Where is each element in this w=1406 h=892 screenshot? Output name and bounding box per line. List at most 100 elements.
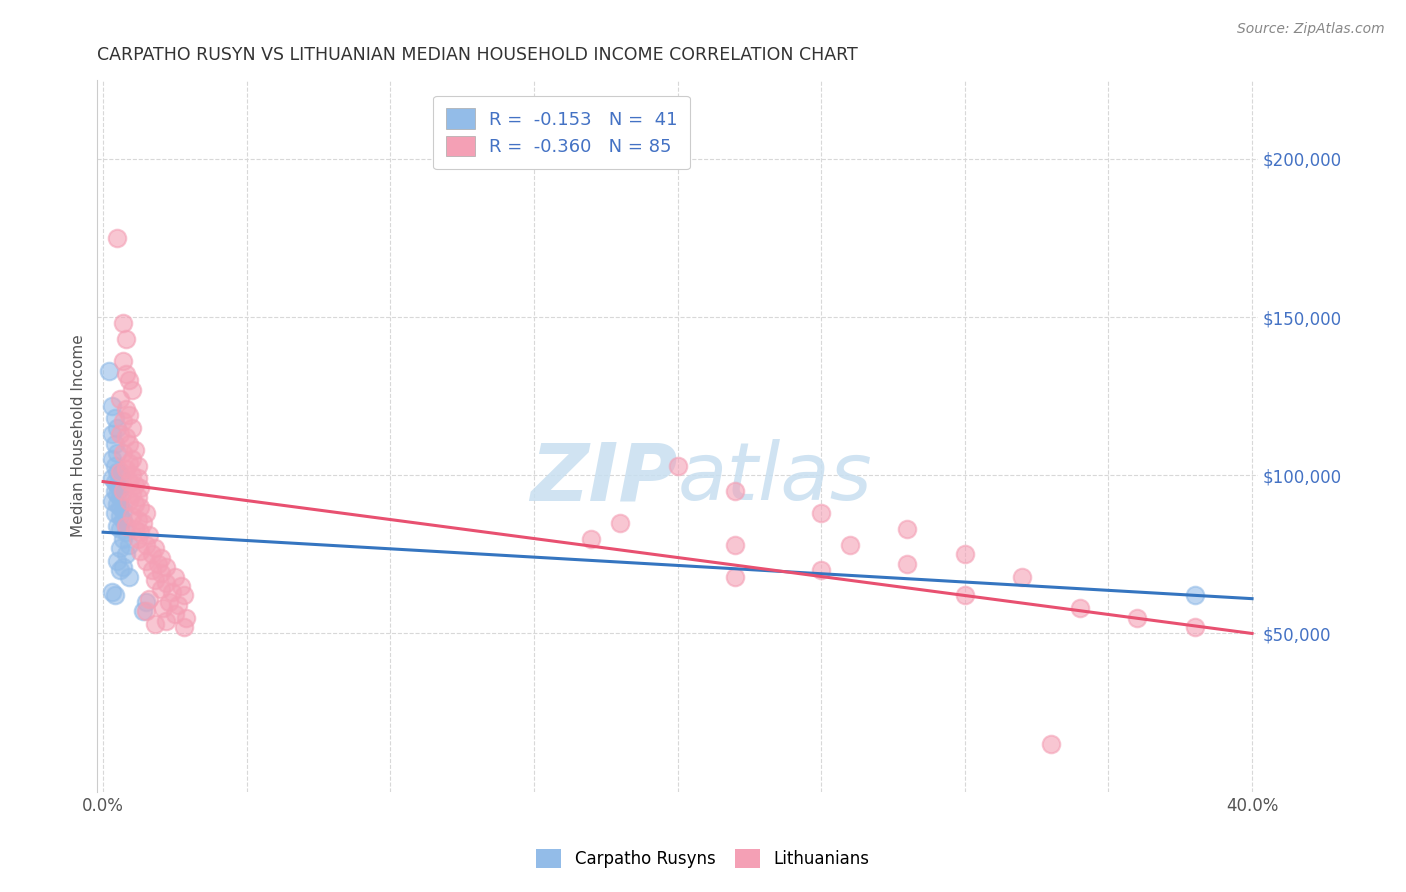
Point — [124, 442, 146, 457]
Point — [100, 452, 122, 467]
Point — [724, 484, 747, 499]
Point — [118, 569, 141, 583]
Text: CARPATHO RUSYN VS LITHUANIAN MEDIAN HOUSEHOLD INCOME CORRELATION CHART: CARPATHO RUSYN VS LITHUANIAN MEDIAN HOUS… — [97, 46, 858, 64]
Point — [107, 519, 129, 533]
Point — [724, 538, 747, 552]
Point — [149, 566, 172, 581]
Point — [100, 471, 122, 485]
Point — [112, 484, 135, 499]
Point — [127, 491, 149, 505]
Point — [896, 557, 918, 571]
Point — [112, 414, 135, 428]
Point — [107, 487, 129, 501]
Point — [724, 569, 747, 583]
Point — [146, 557, 169, 571]
Point — [609, 516, 631, 530]
Point — [810, 563, 832, 577]
Point — [100, 493, 122, 508]
Point — [103, 475, 125, 489]
Point — [118, 408, 141, 422]
Point — [115, 519, 138, 533]
Text: ZIP: ZIP — [530, 440, 678, 517]
Point — [107, 465, 129, 479]
Point — [160, 585, 183, 599]
Point — [103, 589, 125, 603]
Point — [810, 506, 832, 520]
Point — [107, 477, 129, 491]
Point — [118, 436, 141, 450]
Point — [152, 601, 174, 615]
Point — [121, 383, 143, 397]
Point — [141, 563, 163, 577]
Point — [135, 604, 157, 618]
Point — [110, 563, 132, 577]
Point — [115, 332, 138, 346]
Point — [135, 506, 157, 520]
Point — [112, 503, 135, 517]
Point — [112, 446, 135, 460]
Point — [581, 532, 603, 546]
Point — [129, 525, 152, 540]
Point — [157, 595, 180, 609]
Point — [107, 446, 129, 460]
Text: atlas: atlas — [678, 440, 872, 517]
Text: Source: ZipAtlas.com: Source: ZipAtlas.com — [1237, 22, 1385, 37]
Point — [1069, 601, 1091, 615]
Point — [132, 604, 155, 618]
Point — [107, 554, 129, 568]
Point — [129, 500, 152, 514]
Point — [107, 497, 129, 511]
Point — [124, 497, 146, 511]
Point — [103, 458, 125, 473]
Point — [1011, 569, 1033, 583]
Point — [1040, 737, 1063, 751]
Point — [124, 477, 146, 491]
Point — [118, 373, 141, 387]
Point — [118, 493, 141, 508]
Point — [121, 509, 143, 524]
Point — [176, 610, 198, 624]
Point — [110, 465, 132, 479]
Point — [953, 589, 976, 603]
Point — [110, 392, 132, 407]
Point — [115, 547, 138, 561]
Point — [112, 560, 135, 574]
Point — [169, 579, 191, 593]
Point — [110, 491, 132, 505]
Point — [155, 560, 177, 574]
Point — [121, 452, 143, 467]
Point — [118, 456, 141, 470]
Point — [135, 554, 157, 568]
Point — [110, 509, 132, 524]
Point — [103, 506, 125, 520]
Point — [138, 528, 160, 542]
Point — [1184, 589, 1206, 603]
Point — [100, 427, 122, 442]
Point — [127, 512, 149, 526]
Point — [166, 598, 188, 612]
Point — [838, 538, 860, 552]
Point — [118, 538, 141, 552]
Point — [155, 614, 177, 628]
Point — [1126, 610, 1149, 624]
Point — [112, 354, 135, 368]
Legend: Carpatho Rusyns, Lithuanians: Carpatho Rusyns, Lithuanians — [530, 842, 876, 875]
Point — [97, 364, 120, 378]
Point — [896, 522, 918, 536]
Point — [138, 591, 160, 606]
Point — [115, 430, 138, 444]
Point — [107, 421, 129, 435]
Point — [110, 522, 132, 536]
Point — [103, 484, 125, 499]
Point — [129, 481, 152, 495]
Point — [135, 538, 157, 552]
Point — [107, 231, 129, 245]
Point — [110, 541, 132, 555]
Point — [110, 500, 132, 514]
Point — [103, 411, 125, 425]
Point — [666, 458, 689, 473]
Point — [112, 512, 135, 526]
Point — [143, 573, 166, 587]
Point — [163, 607, 186, 622]
Point — [100, 399, 122, 413]
